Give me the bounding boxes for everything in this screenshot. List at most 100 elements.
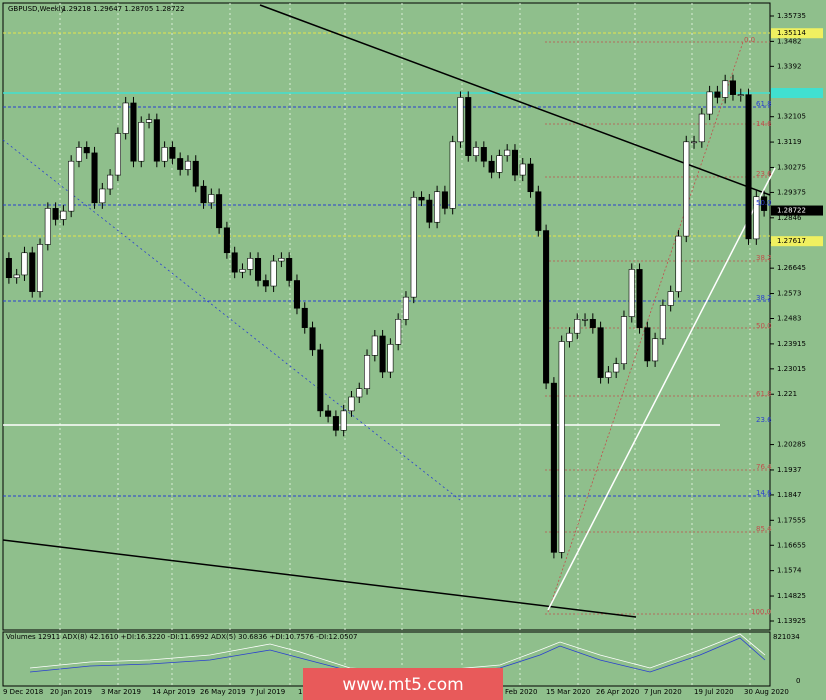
fib-label: 50.0 — [756, 322, 772, 330]
candle-body — [231, 252, 238, 273]
candle-body — [652, 338, 659, 362]
candle-body — [620, 316, 627, 365]
candle-body — [605, 371, 612, 378]
candle-body — [216, 194, 223, 229]
y-tick-label: 1.2846 — [777, 214, 802, 222]
y-tick-label: 1.14825 — [777, 592, 806, 600]
watermark: www.mt5.com — [342, 675, 463, 695]
y-tick-label: 1.3482 — [777, 37, 802, 45]
y-tick-label: 1.221 — [777, 390, 797, 398]
volume-scale-min: 0 — [796, 677, 800, 685]
candle-body — [589, 319, 596, 328]
candle-body — [402, 296, 409, 320]
candle-body — [504, 149, 511, 156]
candle-body — [683, 141, 690, 237]
levels — [2, 4, 776, 618]
candle-body — [325, 410, 332, 417]
candle-body — [566, 332, 573, 342]
fib-label: 100.0 — [751, 608, 771, 616]
price-mark-label: 1.28722 — [777, 207, 806, 215]
date-label: 7 Jun 2020 — [644, 688, 682, 696]
fib-label: 14.6 — [756, 489, 772, 497]
candle-body — [301, 307, 308, 328]
y-tick-label: 1.2483 — [777, 315, 802, 323]
candle-body — [332, 416, 339, 431]
candle-body — [356, 388, 363, 398]
candle-body — [379, 335, 386, 373]
fib-label: 23.6 — [756, 416, 772, 424]
date-label: 26 May 2019 — [200, 688, 246, 696]
candle-body — [729, 80, 736, 95]
candle-body — [161, 147, 168, 162]
candle-body — [753, 196, 760, 240]
candle-body — [107, 174, 114, 190]
candle-body — [543, 230, 550, 384]
y-tick-label: 1.1574 — [777, 567, 802, 575]
date-label: 9 Dec 2018 — [3, 688, 43, 696]
fib-label: 0.0 — [744, 36, 755, 44]
candle-body — [574, 319, 581, 334]
candle-body — [114, 133, 121, 176]
candle-body — [737, 94, 744, 96]
candle-body — [21, 252, 28, 276]
candle-body — [247, 258, 254, 270]
date-label: 15 Mar 2020 — [546, 688, 590, 696]
candle-body — [410, 196, 417, 298]
candle-body — [75, 147, 82, 162]
candle-body — [293, 280, 300, 309]
candle-body — [480, 147, 487, 162]
candle-body — [644, 327, 651, 362]
candle-body — [465, 97, 472, 156]
y-tick-label: 1.32105 — [777, 113, 806, 121]
candle-body — [535, 191, 542, 231]
candle-body — [426, 199, 433, 223]
candle-body — [488, 160, 495, 173]
y-tick-label: 1.29375 — [777, 188, 806, 196]
fib-label: 50.0 — [756, 199, 772, 207]
candle-body — [558, 341, 565, 553]
candle-body — [44, 208, 51, 245]
candle-body — [29, 252, 36, 292]
fib-label: 85.4 — [756, 525, 772, 533]
candle-body — [255, 258, 262, 281]
y-tick-label: 1.30275 — [777, 163, 806, 171]
candle-body — [745, 94, 752, 240]
price-mark-cyan — [771, 88, 823, 98]
y-tick-label: 1.16655 — [777, 541, 806, 549]
fib-label: 38.2 — [756, 254, 772, 262]
candle-body — [262, 280, 269, 287]
candle-body — [153, 119, 160, 162]
fib-label: 76.4 — [756, 463, 772, 471]
y-tick-label: 1.2573 — [777, 290, 802, 298]
y-tick-label: 1.23915 — [777, 340, 806, 348]
candle-body — [5, 258, 12, 279]
candle-body — [317, 349, 324, 412]
candle-body — [628, 269, 635, 317]
candle-body — [722, 80, 729, 98]
candle-body — [364, 355, 371, 389]
symbol-title: GBPUSD,Weekly — [8, 5, 65, 13]
candle-body — [511, 149, 518, 176]
candle-body — [698, 113, 705, 143]
candle-body — [527, 163, 534, 193]
candle-body — [177, 158, 184, 170]
candles — [5, 74, 768, 559]
candle-body — [675, 235, 682, 292]
candle-body — [659, 305, 666, 340]
candle-body — [278, 258, 285, 262]
fib-label: 61.8 — [756, 100, 772, 108]
candle-body — [371, 335, 378, 356]
candle-body — [636, 269, 643, 328]
candle-body — [418, 196, 425, 201]
date-label: 3 Mar 2019 — [101, 688, 141, 696]
candle-body — [550, 382, 557, 553]
candle-body — [496, 155, 503, 173]
y-tick-label: 1.35735 — [777, 12, 806, 20]
candle-body — [13, 274, 20, 279]
price-mark — [771, 28, 823, 39]
candle-body — [200, 185, 207, 204]
candle-body — [52, 208, 59, 220]
candle-body — [691, 141, 698, 144]
y-tick-label: 1.3392 — [777, 62, 802, 70]
